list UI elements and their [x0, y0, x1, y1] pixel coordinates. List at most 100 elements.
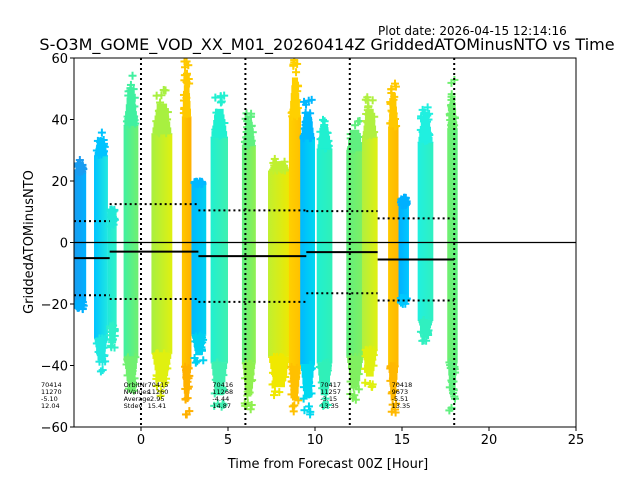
data-point: [304, 402, 313, 411]
stripe-core: [181, 116, 192, 367]
stripe-tail: [316, 148, 333, 150]
orbit-stat-value: 70417: [320, 381, 341, 389]
data-point: [97, 128, 106, 137]
orbit-stat-value: 15.41: [148, 402, 167, 410]
data-point: [183, 69, 192, 78]
data-point: [418, 105, 427, 114]
stripe-tail: [74, 172, 87, 174]
stripe-tail: [127, 90, 135, 125]
orbit-stat-value: 70415: [148, 381, 169, 389]
data-point: [246, 405, 255, 414]
stripe-tail: [401, 202, 407, 204]
stripe-tail: [97, 137, 105, 156]
stripe-tail: [303, 111, 312, 139]
stripe-tail: [195, 334, 203, 356]
y-tick-label: 60: [51, 52, 68, 67]
orbit-stat-value: 13.35: [320, 402, 339, 410]
stripe-tail: [110, 325, 115, 342]
data-point: [159, 85, 168, 94]
data-point: [110, 206, 119, 215]
data-point: [318, 115, 327, 124]
stripe-core: [388, 126, 399, 367]
y-tick-label: −20: [41, 298, 68, 313]
stripe-tail: [449, 95, 456, 129]
stripe-tail: [398, 197, 409, 199]
stripe-tail: [390, 93, 396, 127]
orbit-stat-value: 9673: [392, 388, 409, 396]
stripe-core: [123, 124, 139, 357]
stripe-tail: [291, 77, 299, 117]
orbit-stat-label: OrbitNr: [124, 381, 148, 389]
stripe-tail: [365, 108, 374, 137]
stripe-tail: [123, 124, 139, 126]
stripe-core: [398, 197, 409, 298]
stripe-tail: [151, 133, 173, 135]
data-point: [388, 400, 397, 409]
stripe-tail: [447, 128, 458, 130]
data-point: [191, 358, 200, 367]
stripe-tail: [365, 349, 374, 377]
data-point: [181, 63, 190, 72]
stripe-tail: [421, 116, 430, 142]
stripe-core: [417, 141, 434, 320]
orbit-stat-value: 12.04: [41, 402, 60, 410]
data-point: [217, 97, 226, 106]
stripe-tail: [156, 353, 168, 382]
stripe-tail: [361, 136, 378, 138]
stripe-core: [361, 136, 378, 350]
stripe-tail: [288, 116, 302, 118]
stripe-core: [288, 116, 302, 367]
x-tick-label: 0: [137, 433, 145, 448]
stripe-core: [74, 172, 87, 302]
data-point: [128, 71, 137, 80]
data-point: [152, 382, 161, 391]
scatter-stripes: [74, 58, 460, 419]
data-point: [300, 406, 309, 415]
stripe-core: [151, 133, 173, 354]
y-tick-label: 0: [60, 237, 68, 252]
stripe-tail: [184, 366, 190, 401]
stripe-core: [210, 136, 228, 363]
data-point: [390, 79, 399, 88]
stripe-core: [316, 148, 333, 363]
orbit-stat-value: 11270: [41, 388, 62, 396]
data-point: [98, 366, 107, 375]
data-point: [246, 112, 255, 121]
stripe-tail: [94, 155, 108, 157]
data-point: [275, 388, 284, 397]
stripe-tail: [399, 198, 409, 200]
stripe-core: [94, 155, 108, 339]
stripe-core: [346, 150, 364, 357]
data-point: [289, 407, 298, 416]
stripe-tail: [417, 141, 434, 143]
stripe-tail: [107, 209, 117, 211]
stripe-core: [107, 209, 117, 326]
orbit-stat-value: -3.15: [320, 395, 337, 403]
stripe-tail: [303, 364, 312, 398]
stripe-tail: [214, 362, 224, 396]
y-tick-label: 20: [51, 175, 68, 190]
stripe-tail: [184, 77, 190, 117]
stripe-tail: [421, 319, 430, 334]
data-point: [350, 391, 359, 400]
data-point: [391, 408, 400, 417]
data-point: [299, 394, 308, 403]
orbit-stat-value: -4.44: [212, 395, 229, 403]
stripe-tail: [109, 218, 115, 220]
data-point: [199, 356, 208, 365]
stripe-tail: [195, 182, 203, 185]
stripe-tail: [109, 216, 116, 218]
stripe-tail: [449, 362, 456, 396]
data-point: [367, 382, 376, 391]
data-point: [387, 85, 396, 94]
stripe-tail: [77, 163, 84, 173]
stripe-tail: [346, 150, 364, 152]
stripe-tail: [273, 356, 285, 388]
stripe-tail: [127, 356, 135, 388]
data-point: [157, 387, 166, 396]
orbit-stat-label: Average: [124, 395, 151, 403]
orbit-stat-value: 70418: [392, 381, 413, 389]
data-point: [363, 93, 372, 102]
data-point: [152, 91, 161, 100]
